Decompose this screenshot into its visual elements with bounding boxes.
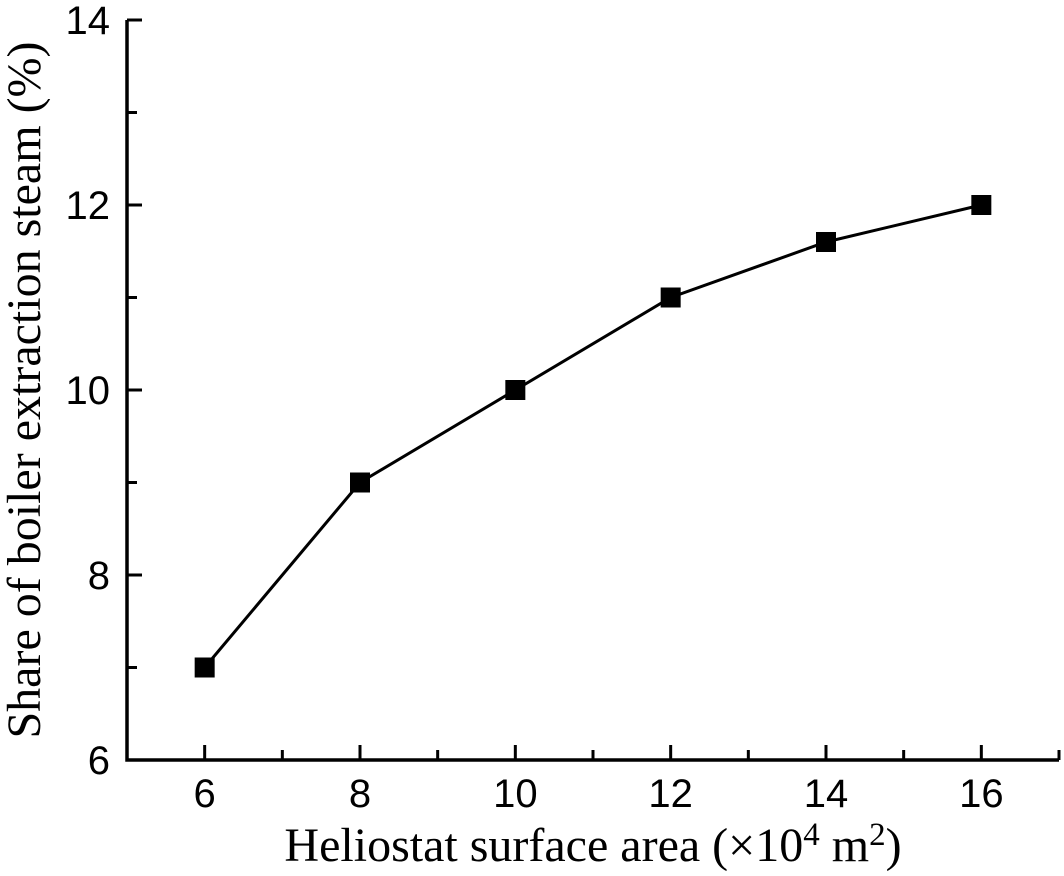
y-tick-label: 14: [66, 0, 111, 43]
x-tick-label: 8: [349, 772, 371, 816]
y-tick-label: 8: [88, 554, 110, 598]
data-point: [505, 380, 526, 400]
x-tick-label: 16: [959, 772, 1004, 816]
data-point: [350, 472, 370, 493]
y-tick-label: 12: [66, 184, 111, 228]
x-tick-label: 10: [493, 772, 538, 816]
y-tick-label: 10: [66, 369, 111, 413]
data-point: [971, 195, 992, 215]
data-line: [203, 203, 982, 669]
x-tick-label: 14: [804, 772, 849, 816]
x-axis-title: Heliostat surface area (×104 m2): [284, 817, 901, 872]
data-point: [660, 287, 681, 308]
y-axis-title: Share of boiler extraction steam (%): [0, 41, 51, 738]
data-point: [194, 657, 215, 678]
y-tick-label: 6: [88, 739, 110, 783]
x-tick-label: 6: [194, 772, 216, 816]
x-tick-label: 12: [648, 772, 693, 816]
data-point: [816, 232, 836, 252]
